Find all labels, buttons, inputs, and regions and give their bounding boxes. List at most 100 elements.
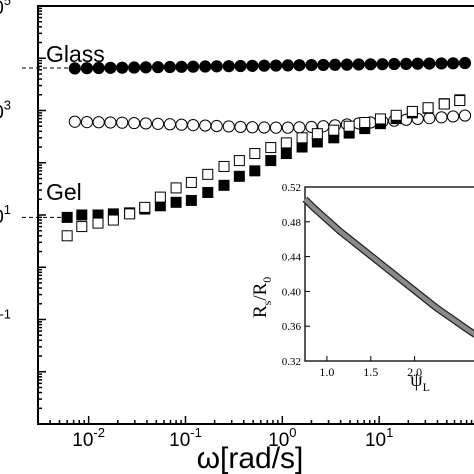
x-tick-label: 101	[365, 425, 393, 451]
data-point-circle-open	[281, 121, 294, 134]
inset-y-tick-label: 0.48	[282, 217, 302, 229]
data-point-circle-filled	[269, 59, 283, 72]
data-point-square-open	[154, 191, 166, 203]
data-point-square-filled	[185, 194, 197, 206]
data-point-circle-filled	[281, 59, 294, 72]
data-point-square-filled	[61, 211, 73, 223]
data-point-square-open	[185, 176, 197, 188]
data-point-circle-filled	[163, 60, 176, 74]
x-tick-label: 10-1	[169, 425, 202, 451]
data-point-square-open	[328, 124, 340, 136]
data-point-square-filled	[249, 165, 261, 177]
x-tick-label: 100	[268, 425, 296, 451]
data-point-square-open	[249, 148, 261, 160]
main-labels: ω[rad/s] Glass Gel	[46, 41, 303, 474]
data-point-circle-open	[435, 111, 448, 124]
main-data-marks	[61, 56, 472, 242]
data-point-circle-filled	[364, 58, 377, 71]
data-point-circle-open	[234, 120, 247, 134]
data-point-square-open	[311, 128, 323, 140]
x-tick-label: 10-2	[72, 425, 105, 451]
data-point-circle-filled	[293, 59, 306, 72]
data-point-circle-filled	[446, 57, 460, 70]
data-point-square-open	[265, 142, 277, 154]
inset-x-axis-label: ψL	[410, 369, 430, 394]
inset-x-tick-label: 1.5	[363, 365, 378, 379]
data-point-circle-filled	[411, 57, 424, 70]
data-point-circle-filled	[128, 61, 141, 74]
data-point-circle-filled	[376, 58, 389, 71]
data-point-circle-open	[163, 118, 176, 131]
inset-y-tick-label: 0.36	[282, 321, 302, 333]
data-point-circle-open	[175, 118, 188, 131]
data-point-circle-filled	[187, 60, 200, 73]
data-point-square-filled	[202, 186, 214, 198]
data-point-square-open	[406, 105, 418, 117]
data-point-square-open	[233, 155, 245, 167]
main-axes: 10-2 10-1 100 101 05 03 01 0-1	[0, 0, 474, 451]
data-point-circle-filled	[458, 56, 472, 70]
data-point-circle-open	[151, 117, 165, 130]
data-point-circle-open	[458, 109, 472, 122]
data-point-square-open	[61, 230, 73, 242]
y-tick-label: 03	[0, 98, 11, 124]
data-point-circle-open	[68, 115, 81, 128]
data-point-circle-open	[423, 112, 436, 125]
annotation-glass: Glass	[46, 41, 105, 67]
data-point-square-open	[359, 116, 371, 128]
data-point-circle-open	[246, 121, 259, 134]
data-point-square-open	[422, 102, 434, 114]
inset-y-tick-label: 0.44	[282, 252, 302, 264]
data-point-circle-open	[222, 120, 235, 133]
data-point-circle-open	[139, 117, 152, 130]
annotation-gel: Gel	[46, 179, 82, 205]
y-tick-label: 05	[0, 0, 11, 19]
inset-y-tick-label: 0.52	[282, 182, 301, 194]
data-point-square-filled	[218, 179, 230, 191]
data-point-square-open	[124, 208, 136, 220]
inset-x-tick-label: 1.0	[319, 365, 334, 379]
data-point-square-filled	[170, 196, 182, 208]
data-point-circle-filled	[400, 57, 413, 70]
data-point-circle-filled	[68, 62, 81, 75]
data-point-square-open	[374, 113, 386, 125]
data-point-square-open	[454, 95, 466, 107]
data-point-circle-filled	[151, 61, 165, 74]
data-point-circle-filled	[116, 61, 129, 74]
data-point-square-open	[296, 132, 308, 144]
data-point-circle-filled	[210, 60, 223, 73]
data-point-square-open	[202, 168, 214, 180]
data-point-circle-open	[92, 116, 105, 129]
y-tick-label: 01	[0, 202, 11, 228]
data-point-circle-filled	[305, 58, 318, 72]
data-point-square-open	[107, 214, 119, 226]
data-point-circle-open	[187, 119, 200, 132]
data-point-square-open	[390, 109, 402, 121]
inset-chart: 0.32 0.36 0.40 0.44 0.48 0.52 1.0 1.5 2.0 Rs/R0 ψL	[248, 182, 474, 394]
data-point-square-filled	[76, 209, 88, 221]
data-point-circle-open	[446, 110, 460, 123]
data-point-circle-filled	[352, 58, 365, 71]
data-point-circle-open	[210, 119, 223, 133]
data-point-circle-open	[293, 121, 306, 134]
data-point-circle-filled	[388, 57, 401, 71]
data-point-square-open	[76, 221, 88, 233]
data-point-square-open	[218, 160, 230, 172]
data-point-circle-filled	[423, 57, 436, 70]
data-point-circle-open	[199, 119, 212, 132]
data-point-circle-filled	[317, 58, 330, 72]
data-point-square-filled	[296, 141, 308, 153]
data-point-circle-filled	[328, 58, 342, 71]
data-point-square-open	[92, 217, 104, 229]
inset-y-axis-label: Rs/R0	[250, 277, 274, 318]
data-point-circle-filled	[175, 60, 188, 73]
data-point-square-open	[343, 120, 355, 132]
data-point-circle-filled	[340, 58, 354, 71]
data-point-circle-filled	[435, 57, 448, 70]
inset-x-tick-label: 2.0	[407, 365, 422, 379]
data-point-circle-open	[128, 116, 141, 130]
data-point-square-open	[170, 182, 182, 194]
data-point-circle-open	[258, 121, 271, 134]
data-point-circle-filled	[80, 62, 94, 75]
